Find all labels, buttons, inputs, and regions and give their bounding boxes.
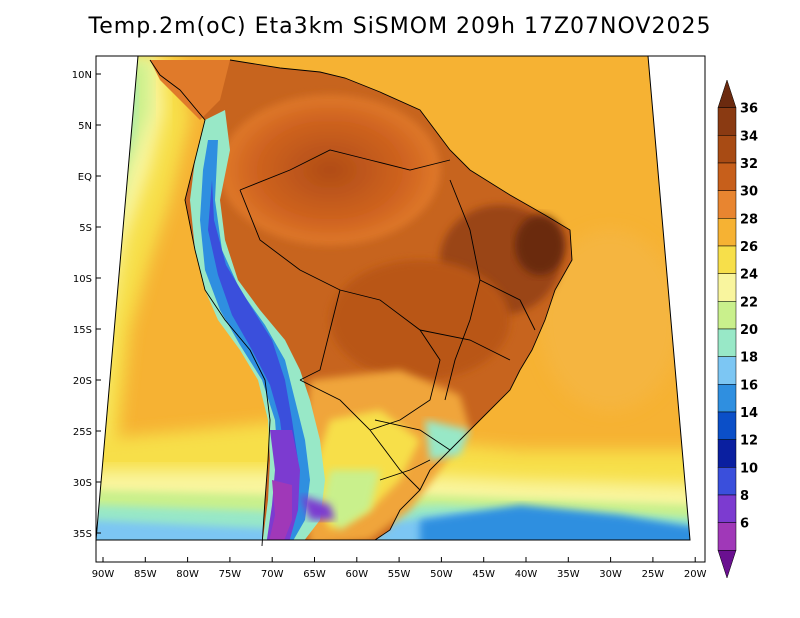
colorbar-swatch <box>717 135 737 164</box>
brazil-states-4 <box>374 419 451 451</box>
lat-tick-label: 5S <box>79 223 92 234</box>
lat-tick-label: 5N <box>78 121 92 132</box>
central-warm <box>330 260 510 380</box>
colorbar-label: 36 <box>740 102 758 117</box>
bolivia-border <box>299 289 341 381</box>
lat-tick-label: 20S <box>73 376 92 387</box>
colorbar-swatch <box>717 494 737 523</box>
colorbar-swatch <box>717 301 737 330</box>
atlantic-blob <box>540 230 680 410</box>
lat-tick-label: 15S <box>73 325 92 336</box>
lat-tick-label: 35S <box>73 529 92 540</box>
lon-tick-label: 45W <box>472 569 495 580</box>
brazil-states-3 <box>419 329 511 361</box>
south-band-14 <box>420 505 690 540</box>
colorbar: 36 34 32 30 28 26 24 22 20 18 16 14 12 10 8 6 <box>717 79 758 579</box>
colorbar-bottom-arrow <box>717 550 737 579</box>
colorbar-top-arrow <box>717 79 737 108</box>
andes-magenta <box>268 480 292 540</box>
colorbar-swatch <box>717 384 737 413</box>
lon-tick-label: 80W <box>176 569 199 580</box>
colorbar-swatch <box>717 107 737 136</box>
colorbar-label: 8 <box>740 489 749 504</box>
colorbar-label: 20 <box>740 323 758 338</box>
lat-tick-label: 10N <box>72 70 92 81</box>
colorbar-label: 34 <box>740 129 758 144</box>
colorbar-swatch <box>717 190 737 219</box>
colorbar-swatch <box>717 273 737 302</box>
bolivia-paraguay-border <box>369 299 441 431</box>
colorbar-label: 12 <box>740 434 758 449</box>
lon-tick-label: 70W <box>261 569 284 580</box>
colorbar-swatch <box>717 162 737 191</box>
colorbar-swatch <box>717 411 737 440</box>
colorbar-label: 16 <box>740 378 758 393</box>
latitude-axis: 10N 5N EQ 5S 10S 15S 20S 25S 30S 35S <box>72 70 101 540</box>
north-border <box>239 149 451 191</box>
lon-tick-label: 85W <box>134 569 157 580</box>
lat-tick-label: 30S <box>73 478 92 489</box>
serra-cool <box>425 420 470 460</box>
colorbar-label: 32 <box>740 157 758 172</box>
borders <box>149 59 573 547</box>
colorbar-label: 14 <box>740 406 758 421</box>
colorbar-swatch <box>717 218 737 247</box>
argentina-border <box>299 379 421 491</box>
colorbar-swatch <box>717 245 737 274</box>
east-coast <box>229 59 573 541</box>
lon-tick-label: 60W <box>345 569 368 580</box>
chart-title: Temp.2m(oC) Eta3km SiSMOM 209h 17Z07NOV2… <box>88 14 712 39</box>
lon-tick-label: 40W <box>515 569 538 580</box>
colorbar-swatch <box>717 439 737 468</box>
amazon-hot <box>220 95 440 245</box>
lon-tick-label: 20W <box>684 569 707 580</box>
lat-tick-label: EQ <box>78 172 92 183</box>
brazil-states-1 <box>444 179 481 401</box>
lon-tick-label: 30W <box>599 569 622 580</box>
brazil-states-2 <box>479 279 536 331</box>
lon-tick-label: 50W <box>430 569 453 580</box>
colorbar-label: 6 <box>740 517 749 532</box>
lon-tick-label: 55W <box>388 569 411 580</box>
longitude-axis: 90W 85W 80W 75W 70W 65W 60W 55W 50W 45W 40W 35W 30W 2… <box>92 557 707 580</box>
lon-tick-label: 65W <box>303 569 326 580</box>
lon-tick-label: 25W <box>642 569 665 580</box>
lon-tick-label: 75W <box>219 569 242 580</box>
lon-tick-label: 35W <box>557 569 580 580</box>
lat-tick-label: 25S <box>73 427 92 438</box>
colorbar-label: 28 <box>740 212 758 227</box>
colorbar-label: 26 <box>740 240 758 255</box>
uruguay-border <box>379 459 431 481</box>
lon-tick-label: 90W <box>92 569 115 580</box>
plot-frame <box>95 55 706 563</box>
map-domain <box>96 56 690 540</box>
lat-tick-label: 10S <box>73 274 92 285</box>
central-america-land <box>150 60 230 120</box>
pampas-green <box>320 470 380 530</box>
colorbar-label: 22 <box>740 295 758 310</box>
colorbar-label: 10 <box>740 461 758 476</box>
colorbar-swatch <box>717 328 737 357</box>
northeast-hottest <box>515 215 565 275</box>
andes-purple-east <box>300 495 335 520</box>
colorbar-label: 18 <box>740 351 758 366</box>
peru-brazil-border <box>239 189 381 301</box>
colorbar-swatch <box>717 467 737 496</box>
colorbar-swatch <box>717 356 737 385</box>
colorbar-label: 24 <box>740 268 758 283</box>
colorbar-label: 30 <box>740 185 758 200</box>
west-coast <box>149 59 271 547</box>
colorbar-swatch <box>717 522 737 551</box>
